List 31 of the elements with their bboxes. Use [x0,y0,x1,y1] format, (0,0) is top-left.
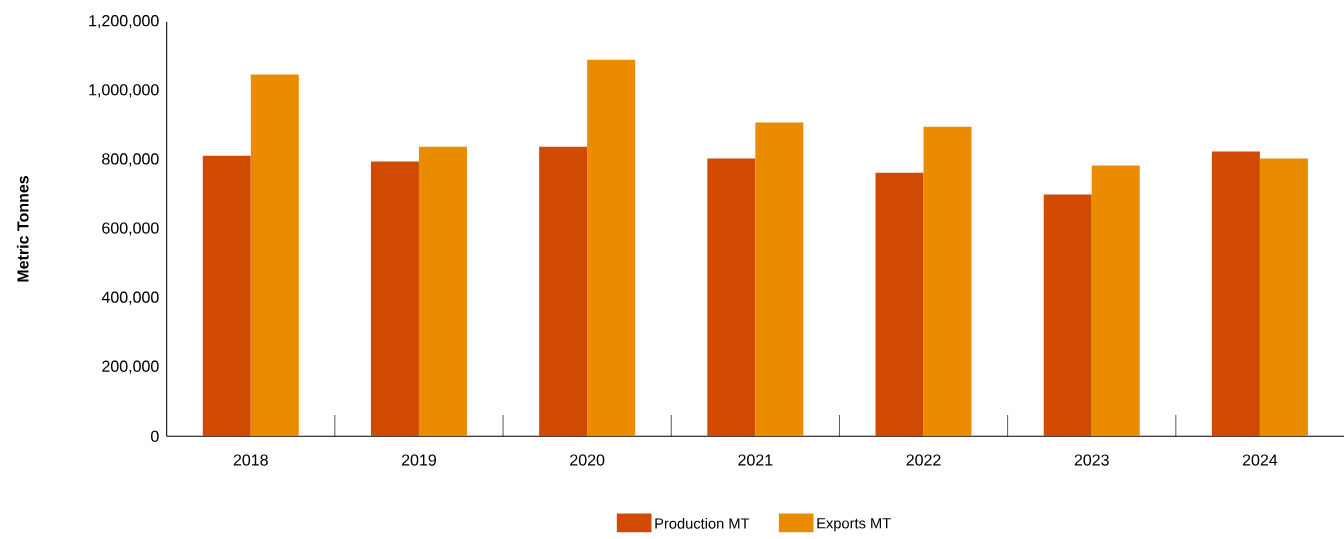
bar [250,74,299,437]
y-tick-label: 1,200,000 [89,15,159,29]
x-tick-label: 2018 [233,454,268,466]
bar [1043,194,1092,437]
bar [1259,158,1308,437]
bar [875,172,924,437]
x-tick-label: 2019 [401,454,436,466]
x-tick-label: 2024 [1242,454,1278,466]
bar [923,126,972,437]
bar [1091,165,1140,437]
bar [755,122,804,437]
y-tick-label: 200,000 [102,360,159,374]
bar [418,146,467,437]
y-tick-label: 400,000 [101,291,159,305]
bar [707,158,756,437]
y-tick-label: 0 [151,430,159,442]
legend-label: Exports MT [817,518,891,532]
x-tick-label: 2020 [570,454,605,466]
x-tick-label: 2021 [738,454,773,466]
bar [202,155,251,437]
y-tick-label: 1,000,000 [89,84,159,98]
bar [587,59,636,437]
x-tick-label: 2023 [1074,454,1109,466]
bar [370,161,419,437]
bar [539,146,588,437]
y-axis-title: Metric Tonnes [16,176,29,282]
x-tick-label: 2022 [906,454,941,466]
y-tick-label: 600,000 [102,222,159,236]
legend-label: Production MT [655,517,750,529]
y-tick-label: 800,000 [102,153,159,167]
bar [1211,151,1260,437]
